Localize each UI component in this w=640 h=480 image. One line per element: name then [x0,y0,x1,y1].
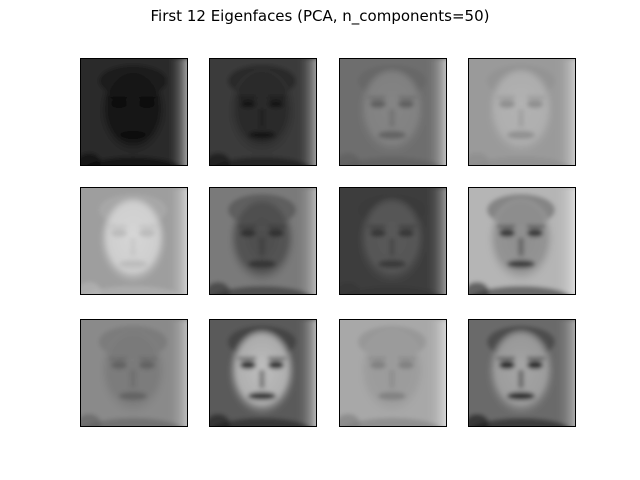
eigenface-image [469,188,575,294]
eigenface-3 [339,58,447,166]
eigenface-image [81,59,187,165]
eigenface-image [469,59,575,165]
eigenface-image [469,320,575,426]
eigenface-image [340,59,446,165]
figure-title: First 12 Eigenfaces (PCA, n_components=5… [150,7,490,25]
eigenface-6 [209,187,317,295]
eigenface-4 [468,58,576,166]
eigenface-9 [80,319,188,427]
eigenface-11 [339,319,447,427]
eigenface-image [340,320,446,426]
eigenface-1 [80,58,188,166]
eigenface-12 [468,319,576,427]
eigenface-image [210,59,316,165]
eigenface-image [340,188,446,294]
eigenface-image [210,188,316,294]
eigenface-5 [80,187,188,295]
eigenface-image [210,320,316,426]
eigenface-10 [209,319,317,427]
eigenface-2 [209,58,317,166]
eigenface-image [81,188,187,294]
eigenface-8 [468,187,576,295]
eigenface-grid [80,58,577,428]
eigenface-image [81,320,187,426]
eigenface-7 [339,187,447,295]
